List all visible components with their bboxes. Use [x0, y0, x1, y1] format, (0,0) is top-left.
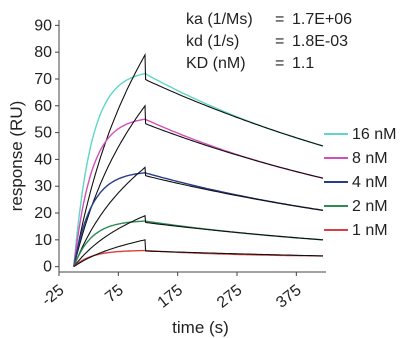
- x-tick-label: -25: [39, 282, 68, 310]
- legend-label: 1 nM: [352, 222, 388, 239]
- legend: 16 nM 8 nM 4 nM 2 nM 1 nM: [324, 126, 396, 239]
- x-tick-label: 175: [155, 282, 187, 312]
- kinetic-label: KD (nM): [186, 55, 246, 72]
- kinetic-equals: =: [275, 55, 284, 72]
- kinetic-value: 1.1: [292, 55, 314, 72]
- kinetic-equals: =: [275, 33, 284, 50]
- y-tick-label: 90: [34, 17, 52, 34]
- x-tick-label: 375: [273, 282, 305, 312]
- fit-curve: [73, 220, 324, 267]
- y-tick-label: 30: [34, 178, 52, 195]
- y-tick-label: 70: [34, 71, 52, 88]
- y-tick-label: 10: [34, 232, 52, 249]
- legend-label: 8 nM: [352, 150, 388, 167]
- data-curve: [73, 52, 324, 267]
- kinetic-value: 1.7E+06: [292, 11, 352, 28]
- axes: [58, 20, 326, 273]
- kinetic-label: kd (1/s): [186, 33, 239, 50]
- data-curve: [73, 104, 324, 267]
- data-curve: [73, 166, 324, 267]
- kinetic-label: ka (1/Ms): [186, 11, 253, 28]
- y-tick-label: 20: [34, 205, 52, 222]
- fit-curve: [73, 118, 324, 267]
- y-tick-label: 40: [34, 151, 52, 168]
- y-axis-title: response (RU): [7, 101, 26, 212]
- y-tick-label: 50: [34, 125, 52, 142]
- x-tick-label: 75: [102, 282, 127, 306]
- y-tick-label: 60: [34, 98, 52, 115]
- kinetics-table: ka (1/Ms) = 1.7E+06 kd (1/s) = 1.8E-03 KD (nM)…: [186, 11, 352, 72]
- x-axis-title: time (s): [172, 318, 229, 337]
- data-curve: [73, 239, 323, 268]
- legend-label: 4 nM: [352, 174, 388, 191]
- kinetic-value: 1.8E-03: [292, 33, 348, 50]
- y-tick-label: 0: [43, 259, 52, 276]
- curves: [73, 52, 324, 268]
- y-tick-label: 80: [34, 44, 52, 61]
- legend-label: 16 nM: [352, 126, 396, 143]
- ticks: 0 10 20 30 40 50 60 70 80 90 -25 75 175 275 375: [34, 17, 305, 311]
- legend-label: 2 nM: [352, 198, 388, 215]
- x-tick-label: 275: [214, 282, 246, 312]
- data-curve: [73, 214, 324, 267]
- kinetic-equals: =: [275, 11, 284, 28]
